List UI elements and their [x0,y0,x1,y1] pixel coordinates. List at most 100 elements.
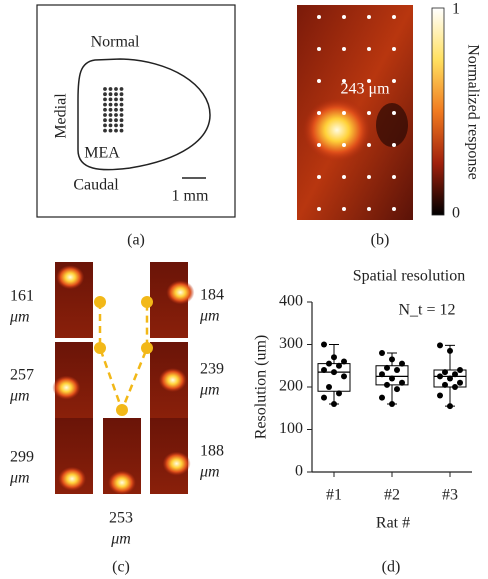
scale-label: 1 mm [172,188,209,205]
panel-label: (b) [371,232,390,249]
electrode [103,92,107,96]
electrode [103,118,107,122]
label-normal: Normal [91,34,140,51]
panel-a: Normal Medial MEA Caudal 1 mm (a) [37,5,235,249]
electrode [392,207,396,211]
colorbar-title: Normalized response [464,44,481,180]
data-point [379,350,385,356]
annotation: 243 μm [340,81,390,98]
tile-spot [56,265,84,289]
electrode [114,103,118,107]
response-tiles [52,262,194,495]
panel-label: (a) [127,232,145,249]
width-value: 239 [200,361,224,378]
label-medial: Medial [53,93,70,139]
electrode [120,118,124,122]
width-unit: μm [199,464,220,481]
data-point [384,382,390,388]
electrode [342,15,346,19]
tile-spot [108,471,136,495]
electrode [342,175,346,179]
electrode [120,108,124,112]
data-point [447,348,453,354]
data-point [336,390,342,396]
electrode [392,79,396,83]
tile-spot [58,467,86,491]
tile-spot [52,376,80,400]
cold-spot [376,103,408,147]
electrode [103,113,107,117]
x-tick-label: #3 [442,487,458,504]
panel-b: 243 μm 1 0 Normalized response (b) [297,1,481,249]
data-point [437,373,443,379]
data-point [321,342,327,348]
data-point [447,403,453,409]
data-point [452,384,458,390]
electrode [120,129,124,133]
y-tick-label: 400 [279,293,303,310]
electrode [317,47,321,51]
electrode [120,113,124,117]
data-point [341,373,347,379]
tile-spot [166,280,194,304]
label-caudal: Caudal [73,177,119,194]
data-point [394,386,400,392]
colorbar-max: 1 [452,1,460,18]
electrode [109,118,113,122]
data-point [389,356,395,362]
data-point [447,376,453,382]
data-point [394,367,400,373]
electrode [109,87,113,91]
width-unit: μm [9,470,30,487]
data-point [437,342,443,348]
electrode [114,124,118,128]
electrode [114,108,118,112]
electrode [367,111,371,115]
electrode [367,143,371,147]
width-unit: μm [9,309,30,326]
width-unit: μm [199,308,220,325]
figure: Normal Medial MEA Caudal 1 mm (a) 243 μm… [0,0,488,579]
data-point [326,384,332,390]
electrode [109,98,113,102]
data-point [331,354,337,360]
data-point [379,395,385,401]
electrode [103,129,107,133]
electrode [103,103,107,107]
electrode [114,129,118,133]
y-axis-title: Resolution (um) [253,335,270,439]
hot-spot [303,98,371,162]
width-unit: μm [110,531,131,548]
electrode [392,111,396,115]
data-point [384,365,390,371]
electrode [317,175,321,179]
tile-spot [163,452,191,476]
panel-label: (c) [112,559,130,576]
electrode [103,87,107,91]
electrode [114,98,118,102]
electrode [317,15,321,19]
electrode [103,124,107,128]
data-point [326,361,332,367]
colorbar [432,8,444,215]
data-point [389,401,395,407]
y-tick-label: 100 [279,420,303,437]
electrode [120,124,124,128]
x-tick-label: #1 [326,487,342,504]
data-point [331,369,337,375]
x-axis-title: Rat # [376,515,410,532]
electrode [109,124,113,128]
electrode [367,207,371,211]
electrode [392,15,396,19]
electrode [109,108,113,112]
data-point [379,371,385,377]
panel-label: (d) [382,559,401,576]
data-point [321,395,327,401]
electrode [392,47,396,51]
y-tick-label: 0 [295,463,303,480]
colorbar-min: 0 [452,205,460,222]
width-value: 257 [10,367,34,384]
electrode [120,92,124,96]
